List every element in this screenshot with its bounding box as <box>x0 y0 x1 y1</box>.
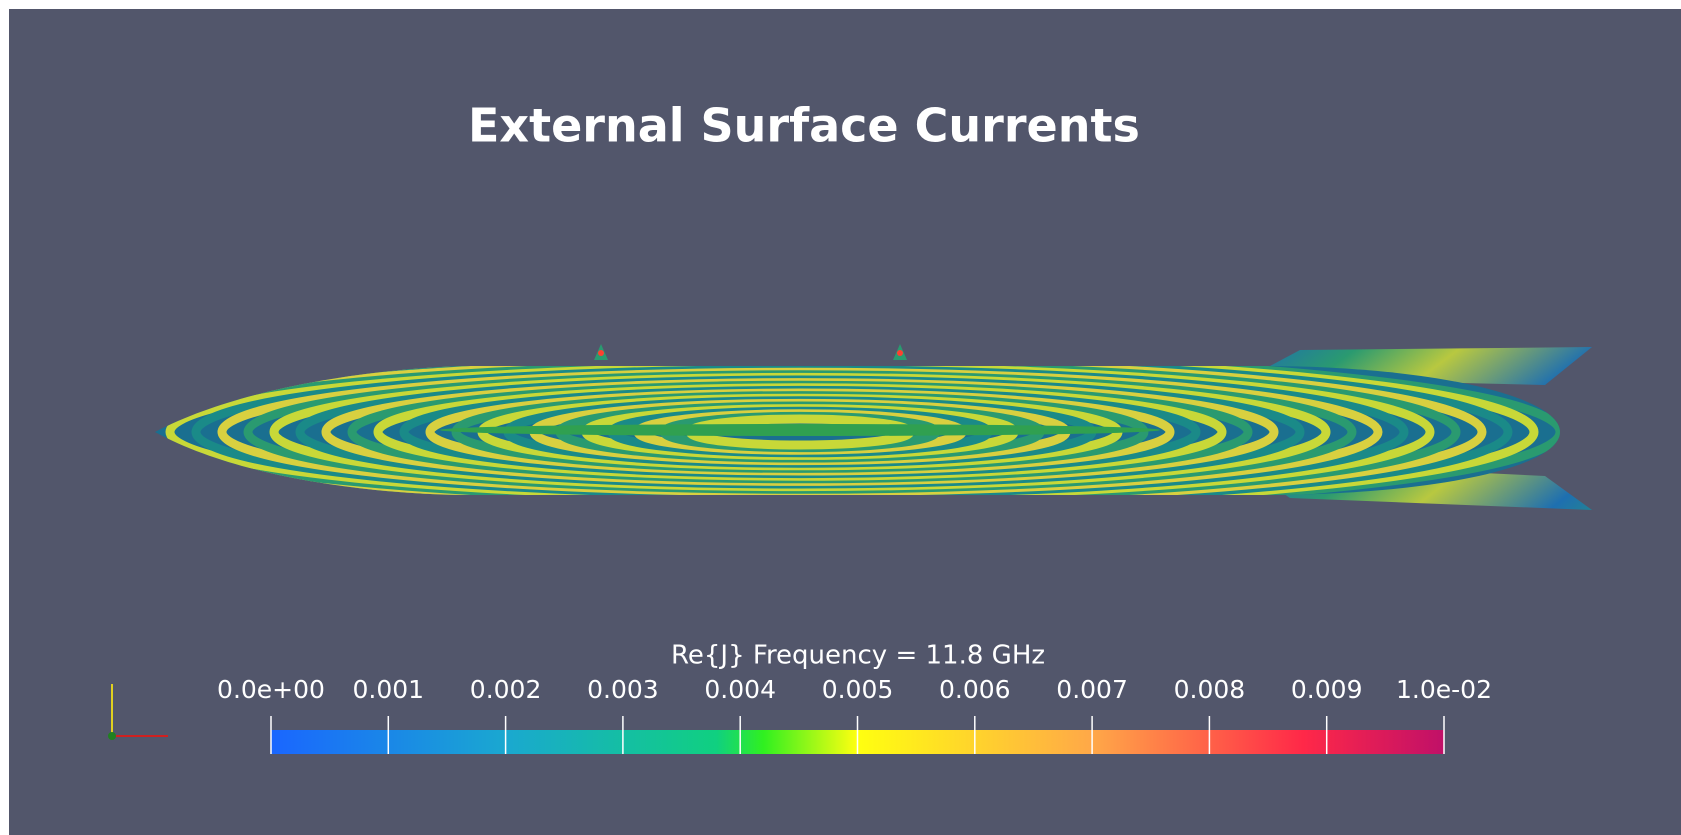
colorbar-tick-label: 0.002 <box>470 675 542 704</box>
current-band <box>440 424 1160 436</box>
colorbar-tick-label: 0.009 <box>1291 675 1363 704</box>
colorbar-tick-label: 0.0e+00 <box>217 675 325 704</box>
colorbar-tick-label: 0.003 <box>587 675 659 704</box>
colorbar-tick-label: 0.008 <box>1174 675 1246 704</box>
hotspot <box>598 350 604 356</box>
page: External Surface Currents Re{J} Frequenc… <box>0 0 1681 835</box>
colorbar-tick-label: 0.001 <box>353 675 425 704</box>
colorbar-tick-label: 1.0e-02 <box>1396 675 1492 704</box>
colorbar-tick-label: 0.005 <box>822 675 894 704</box>
colorbar-tick-label: 0.006 <box>939 675 1011 704</box>
colorbar-tick-label: 0.007 <box>1056 675 1128 704</box>
colorbar-title: Re{J} Frequency = 11.8 GHz <box>671 641 1045 671</box>
hotspot <box>897 350 903 356</box>
colorbar-tick-label: 0.004 <box>704 675 776 704</box>
z-axis <box>108 732 116 740</box>
render-view: External Surface Currents Re{J} Frequenc… <box>0 0 1681 835</box>
title: External Surface Currents <box>468 99 1140 153</box>
